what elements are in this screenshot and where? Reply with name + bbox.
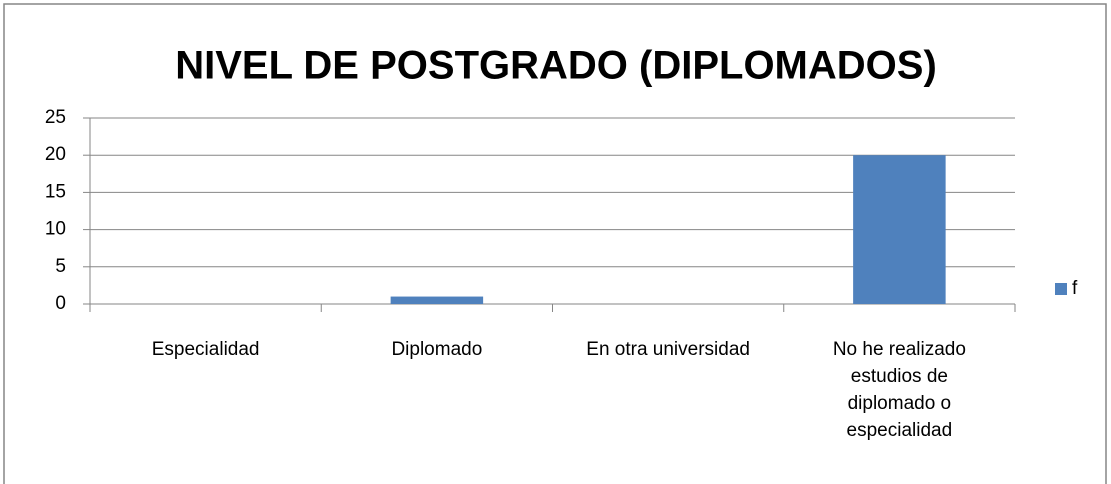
y-tick-label: 20 (45, 144, 66, 165)
x-tick-label: Especialidad (151, 339, 260, 360)
legend-swatch (1055, 283, 1067, 295)
x-tick-label: En otra universidad (586, 339, 750, 360)
chart-title: NIVEL DE POSTGRADO (DIPLOMADOS) (175, 44, 937, 88)
y-tick-label: 5 (55, 256, 66, 277)
x-tick-label: No he realizado estudios de diplomado o … (832, 339, 966, 441)
y-tick-label: 0 (55, 293, 66, 314)
y-tick-label: 15 (45, 181, 66, 202)
bar (853, 155, 946, 304)
y-tick-label: 10 (45, 219, 66, 240)
legend-label: f (1072, 278, 1078, 299)
y-tick-label: 25 (45, 107, 66, 128)
bar (390, 296, 484, 304)
chart-frame (3, 3, 1107, 484)
x-tick-label: Diplomado (391, 339, 483, 360)
